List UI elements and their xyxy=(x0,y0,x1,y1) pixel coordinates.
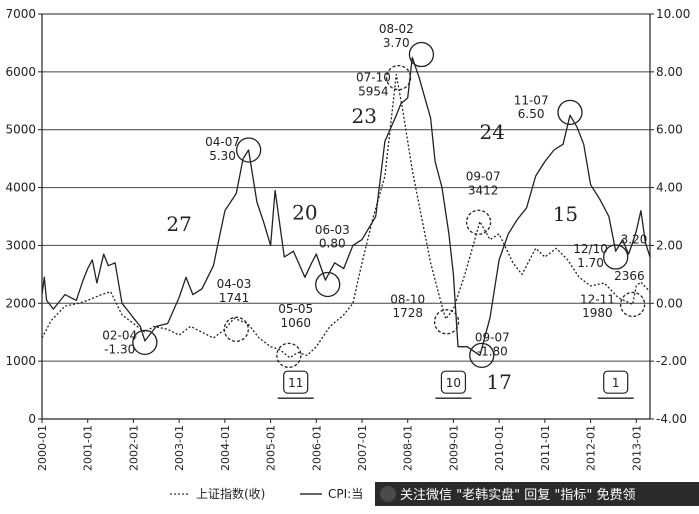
highlight-circle xyxy=(223,316,249,342)
annotation-label: 1060 xyxy=(280,316,311,330)
left-tick-label: 7000 xyxy=(5,7,36,21)
series-line-shanghai-index xyxy=(41,73,651,359)
annotation-label: 6.50 xyxy=(518,107,545,121)
x-tick-label: 2005-01 xyxy=(265,425,278,471)
annotation-label: 06-03 xyxy=(315,223,350,237)
right-tick-label: 6.00 xyxy=(656,123,683,137)
x-tick-label: 2000-01 xyxy=(36,425,49,471)
highlight-circle xyxy=(433,309,460,335)
annotation-label: 5954 xyxy=(358,85,389,99)
left-tick-label: 5000 xyxy=(5,123,36,137)
right-tick-label: 4.00 xyxy=(656,181,683,195)
right-tick-label: 10.00 xyxy=(656,7,690,21)
left-tick-label: 4000 xyxy=(5,181,36,195)
right-tick-label: -4.00 xyxy=(656,412,687,426)
annotation-label: 09-07 xyxy=(475,330,510,344)
highlight-circle xyxy=(557,99,583,126)
period-label: 15 xyxy=(553,202,578,226)
right-tick-label: -2.00 xyxy=(656,354,687,368)
annotation-label: 1741 xyxy=(219,291,250,305)
annotation-label: 09-07 xyxy=(466,170,501,184)
period-label: 23 xyxy=(352,104,377,128)
annotation-label: 08-02 xyxy=(379,22,414,36)
annotation-label: 3.20 xyxy=(621,233,648,247)
left-tick-label: 1000 xyxy=(5,354,36,368)
box-label-frame xyxy=(440,370,467,394)
annotation-label: 2366 xyxy=(614,269,645,283)
period-label: 27 xyxy=(166,212,191,236)
highlight-circle xyxy=(132,329,158,355)
box-label: 1 xyxy=(612,376,620,390)
annotation-label: 05-05 xyxy=(278,302,313,316)
box-label: 10 xyxy=(446,376,461,390)
annotation-label: -1.80 xyxy=(477,344,508,358)
highlight-circle xyxy=(235,137,262,163)
x-tick-label: 2002-01 xyxy=(127,425,140,471)
x-tick-label: 2001-01 xyxy=(82,425,95,471)
annotation-label: -1.30 xyxy=(104,343,135,357)
left-tick-label: 2000 xyxy=(5,296,36,310)
x-tick-label: 2003-01 xyxy=(173,425,186,471)
annotation-label: 3.70 xyxy=(383,36,410,50)
annotation-label: 12/10 xyxy=(573,242,608,256)
x-tick-label: 2012-01 xyxy=(585,425,598,471)
highlight-circle xyxy=(408,41,435,68)
legend-item-cpi: CPI:当 xyxy=(328,487,363,501)
x-tick-label: 2010-01 xyxy=(493,425,506,471)
annotation-label: 04-07 xyxy=(205,135,240,149)
highlight-circle xyxy=(276,342,302,369)
annotation-label: 1980 xyxy=(582,306,613,320)
highlight-circle xyxy=(603,244,629,270)
watermark-bg xyxy=(375,482,699,506)
x-tick-label: 2007-01 xyxy=(356,425,369,471)
x-tick-label: 2004-01 xyxy=(219,425,232,471)
right-tick-label: 2.00 xyxy=(656,238,683,252)
annotation-label: 1.70 xyxy=(577,256,604,270)
annotation-label: 08-10 xyxy=(390,292,425,306)
watermark: 关注微信 "老韩实盘" 回复 "指标" 免费领 xyxy=(375,482,699,506)
period-label: 17 xyxy=(486,370,511,394)
highlight-circle xyxy=(315,271,341,298)
annotation-label: 3412 xyxy=(468,184,499,198)
annotation-label: 1728 xyxy=(392,306,423,320)
annotation-label: 5.30 xyxy=(209,149,236,163)
annotation-label: 12-11 xyxy=(580,292,615,306)
x-tick-label: 2006-01 xyxy=(310,425,323,471)
right-tick-label: 8.00 xyxy=(656,65,683,79)
box-label-frame xyxy=(603,370,629,394)
series-line-cpi xyxy=(41,56,651,357)
annotation-label: 02-04 xyxy=(102,329,137,343)
left-tick-label: 0 xyxy=(28,412,36,426)
legend-item-shanghai: 上证指数(收) xyxy=(196,486,265,501)
annotation-label: 04-03 xyxy=(217,277,252,291)
box-label-frame xyxy=(283,370,309,394)
right-tick-label: 0.00 xyxy=(656,296,683,310)
highlight-circle xyxy=(465,209,492,235)
x-tick-label: 2011-01 xyxy=(539,425,552,471)
highlight-circle xyxy=(619,291,646,318)
box-label: 11 xyxy=(288,376,303,390)
grid-layer xyxy=(42,71,650,362)
period-label: 20 xyxy=(292,200,317,224)
x-tick-label: 2013-01 xyxy=(630,425,643,471)
left-tick-label: 6000 xyxy=(5,65,36,79)
annotation-label: 0.80 xyxy=(319,237,346,251)
wechat-icon xyxy=(380,486,396,502)
watermark-text: 关注微信 "老韩实盘" 回复 "指标" 免费领 xyxy=(400,487,635,503)
legend: 上证指数(收) CPI:当 xyxy=(170,486,363,501)
x-tick-label: 2009-01 xyxy=(447,425,460,471)
left-tick-label: 3000 xyxy=(5,238,36,252)
series-layer xyxy=(41,56,651,359)
highlight-circle xyxy=(469,342,495,369)
annotation-label: 07-10 xyxy=(356,71,391,85)
x-tick-label: 2008-01 xyxy=(402,425,415,471)
highlight-circle xyxy=(385,64,412,91)
period-label: 24 xyxy=(480,120,505,144)
annotation-label: 11-07 xyxy=(514,93,549,107)
